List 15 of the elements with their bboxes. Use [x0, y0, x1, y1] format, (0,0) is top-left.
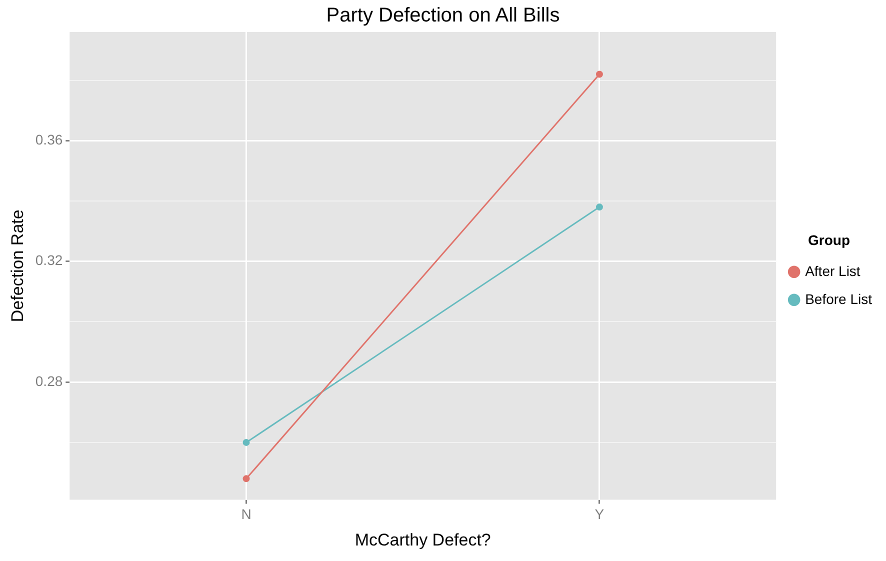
y-axis-title: Defection Rate [8, 210, 27, 322]
y-tick-label: 0.32 [35, 252, 63, 268]
legend-label: Before List [805, 290, 872, 307]
point [242, 438, 250, 446]
y-tick-label: 0.28 [35, 372, 63, 389]
x-tick-label: N [241, 506, 252, 522]
legend-title: Group [808, 232, 850, 248]
point [242, 475, 250, 482]
point [596, 204, 603, 211]
chart-title: Party Defection on All Bills [326, 4, 560, 27]
point [596, 70, 603, 78]
legend-label: After List [805, 262, 860, 279]
x-tick-label: Y [594, 506, 605, 522]
x-axis-title: McCarthy Defect? [354, 530, 491, 550]
y-tick-label: 0.36 [35, 132, 63, 148]
